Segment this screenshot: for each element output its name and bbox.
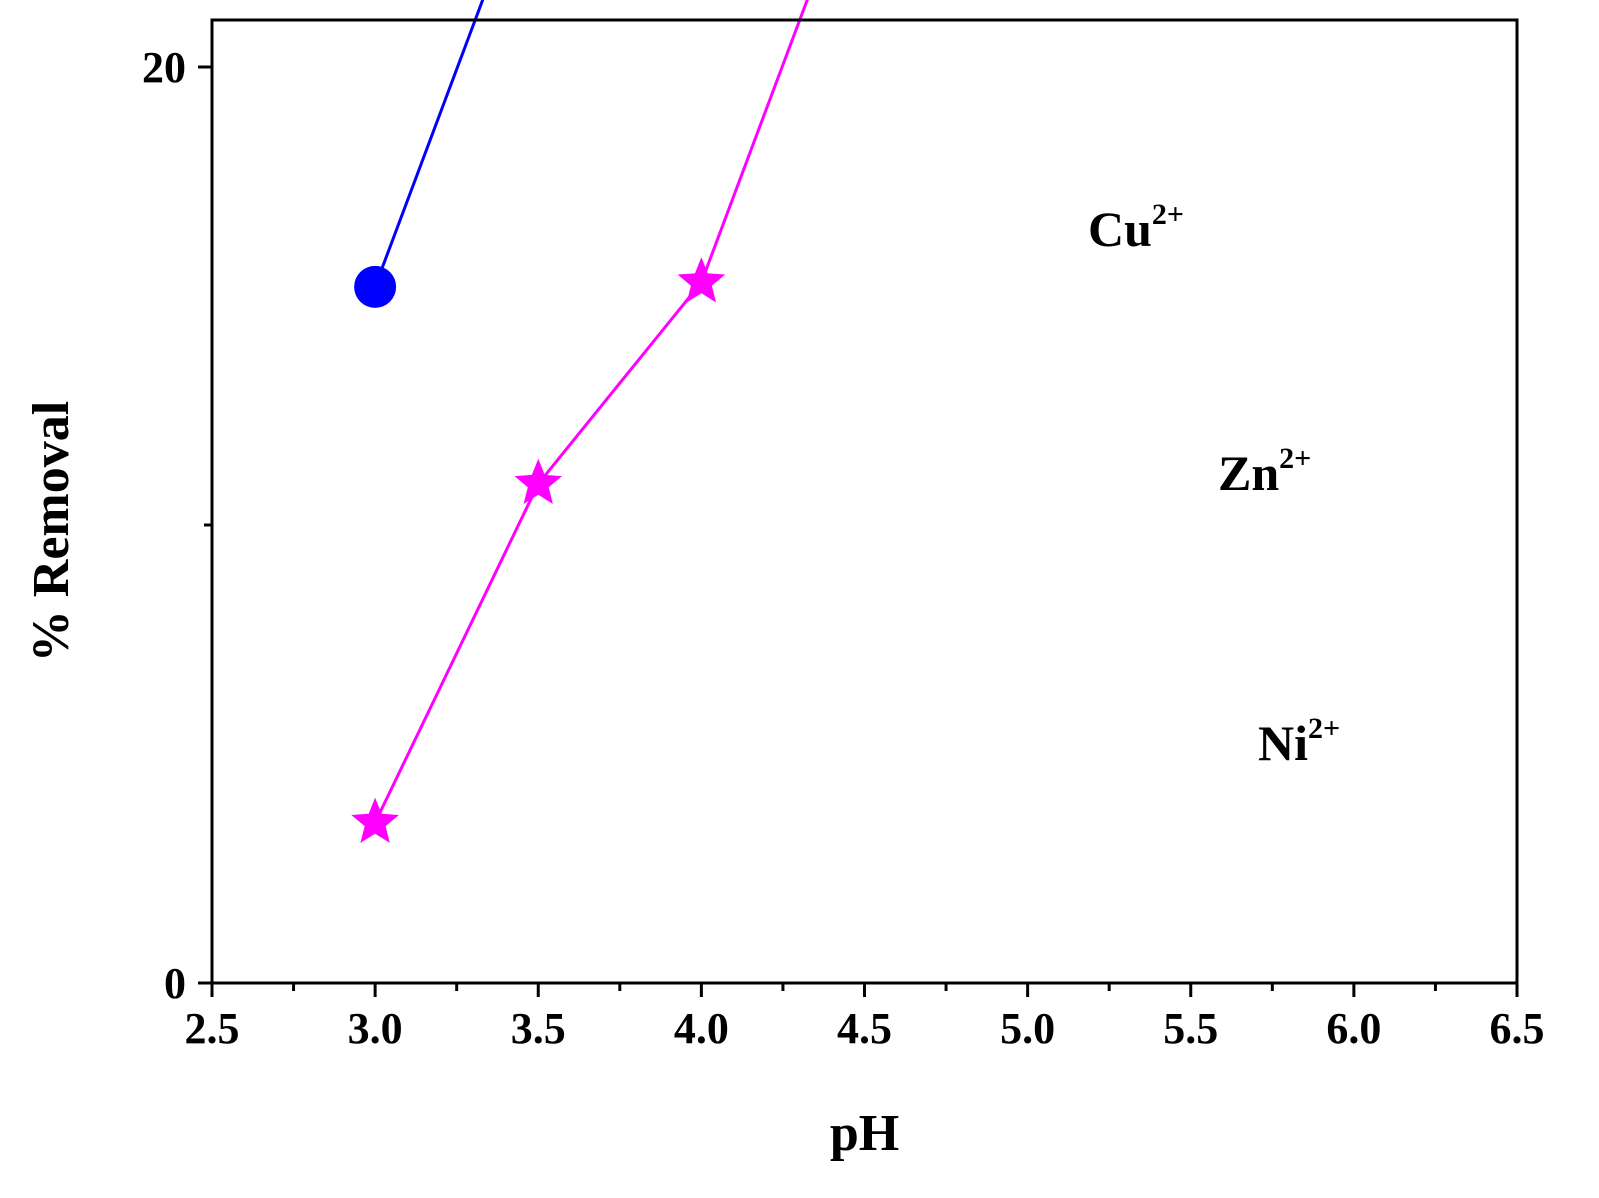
series-label-ni: Ni2+ bbox=[1258, 712, 1340, 771]
point-ni bbox=[351, 797, 399, 843]
x-tick-label: 2.5 bbox=[185, 1004, 240, 1053]
point-ni bbox=[514, 458, 562, 504]
series-label-ni-sup: 2+ bbox=[1308, 712, 1340, 745]
series-label-cu-name: Cu bbox=[1088, 201, 1152, 257]
series-ni bbox=[351, 0, 809, 843]
series-line-ni bbox=[373, 0, 809, 824]
series-label-zn-sup: 2+ bbox=[1279, 442, 1311, 475]
series-layer bbox=[351, 0, 809, 843]
series-zn bbox=[354, 0, 485, 308]
series-label-cu: Cu2+ bbox=[1088, 198, 1184, 257]
y-tick-label: 0 bbox=[164, 959, 186, 1008]
x-tick-label: 5.0 bbox=[1000, 1004, 1055, 1053]
x-tick-label: 6.5 bbox=[1490, 1004, 1545, 1053]
x-axis-title: pH bbox=[830, 1105, 899, 1162]
x-tick-label: 3.0 bbox=[348, 1004, 403, 1053]
x-tick-label: 6.0 bbox=[1326, 1004, 1381, 1053]
x-tick-label: 4.0 bbox=[674, 1004, 729, 1053]
series-label-zn: Zn2+ bbox=[1218, 442, 1311, 501]
series-label-ni-name: Ni bbox=[1258, 715, 1308, 771]
y-axis-title: % Removal bbox=[23, 401, 80, 662]
plot-frame bbox=[210, 18, 1519, 985]
series-label-zn-name: Zn bbox=[1218, 445, 1279, 501]
y-tick-label: 20 bbox=[142, 43, 186, 92]
point-ni bbox=[677, 257, 726, 303]
x-tick-label: 4.5 bbox=[837, 1004, 892, 1053]
series-line-zn bbox=[373, 0, 485, 288]
x-tick-label: 3.5 bbox=[511, 1004, 566, 1053]
x-tick-label: 5.5 bbox=[1163, 1004, 1218, 1053]
series-label-cu-sup: 2+ bbox=[1152, 198, 1184, 231]
point-zn bbox=[354, 265, 397, 308]
ticks-layer: 2.53.03.54.04.55.05.56.06.5020406080100 bbox=[142, 43, 1545, 1053]
